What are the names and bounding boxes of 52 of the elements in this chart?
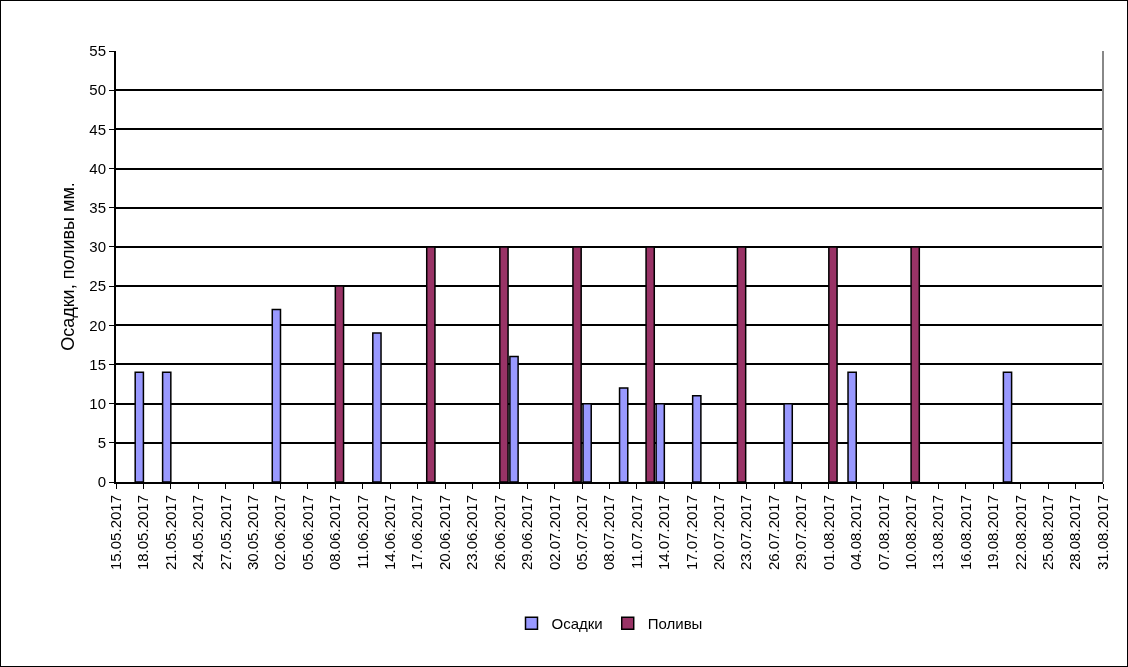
x-tick-label: 31.08.2017 — [1093, 495, 1111, 571]
x-tick-label: 28.08.2017 — [1066, 495, 1084, 571]
x-tick-label: 01.08.2017 — [819, 495, 837, 571]
y-tick-label: 55 — [89, 42, 106, 60]
x-tick-label: 27.05.2017 — [216, 495, 234, 571]
y-tick-label: 25 — [89, 277, 106, 295]
x-tick-label: 07.08.2017 — [874, 495, 892, 571]
y-tick-label: 15 — [89, 355, 106, 373]
x-tick-label: 20.07.2017 — [710, 495, 728, 571]
x-tick-label: 15.05.2017 — [106, 495, 124, 571]
x-tick-label: 22.08.2017 — [1011, 495, 1029, 571]
x-tick-label: 25.08.2017 — [1039, 495, 1057, 571]
y-tick-label: 20 — [89, 316, 106, 334]
x-tick-label: 17.06.2017 — [408, 495, 426, 571]
x-tick-label: 14.06.2017 — [381, 495, 399, 571]
x-tick-label: 02.06.2017 — [271, 495, 289, 571]
x-tick-label: 23.07.2017 — [737, 495, 755, 571]
y-tick-label: 5 — [97, 434, 106, 452]
x-tick-label: 05.06.2017 — [298, 495, 316, 571]
x-tick-label: 10.08.2017 — [901, 495, 919, 571]
x-tick-label: 26.06.2017 — [490, 495, 508, 571]
y-tick-label: 40 — [89, 159, 106, 177]
x-tick-label: 29.07.2017 — [792, 495, 810, 571]
x-tick-label: 05.07.2017 — [572, 495, 590, 571]
y-tick-label: 10 — [89, 394, 106, 412]
x-tick-label: 11.06.2017 — [353, 495, 371, 569]
x-tick-label: 20.06.2017 — [435, 495, 453, 571]
x-tick-label: 13.08.2017 — [929, 495, 947, 571]
legend-label: Осадки — [551, 615, 603, 633]
y-tick-label: 0 — [97, 473, 106, 491]
x-tick-label: 19.08.2017 — [984, 495, 1002, 571]
x-tick-label: 30.05.2017 — [243, 495, 261, 571]
x-tick-label: 02.07.2017 — [545, 495, 563, 571]
y-axis-title: Осадки, поливы мм. — [58, 182, 79, 351]
x-tick-label: 24.05.2017 — [189, 495, 207, 571]
y-tick-label: 45 — [89, 120, 106, 138]
y-tick-label: 50 — [89, 81, 106, 99]
x-tick-label: 11.07.2017 — [627, 495, 645, 569]
y-tick-label: 35 — [89, 198, 106, 216]
x-tick-label: 26.07.2017 — [764, 495, 782, 571]
x-tick-label: 18.05.2017 — [134, 495, 152, 571]
x-tick-label: 29.06.2017 — [518, 495, 536, 571]
x-tick-label: 04.08.2017 — [847, 495, 865, 571]
x-tick-label: 08.06.2017 — [326, 495, 344, 571]
x-tick-label: 14.07.2017 — [655, 495, 673, 571]
x-tick-label: 16.08.2017 — [956, 495, 974, 571]
y-tick-label: 30 — [89, 238, 106, 256]
x-tick-label: 08.07.2017 — [600, 495, 618, 571]
x-tick-label: 21.05.2017 — [161, 495, 179, 571]
legend-label: Поливы — [647, 615, 703, 633]
x-tick-label: 17.07.2017 — [682, 495, 700, 571]
x-tick-label: 23.06.2017 — [463, 495, 481, 571]
